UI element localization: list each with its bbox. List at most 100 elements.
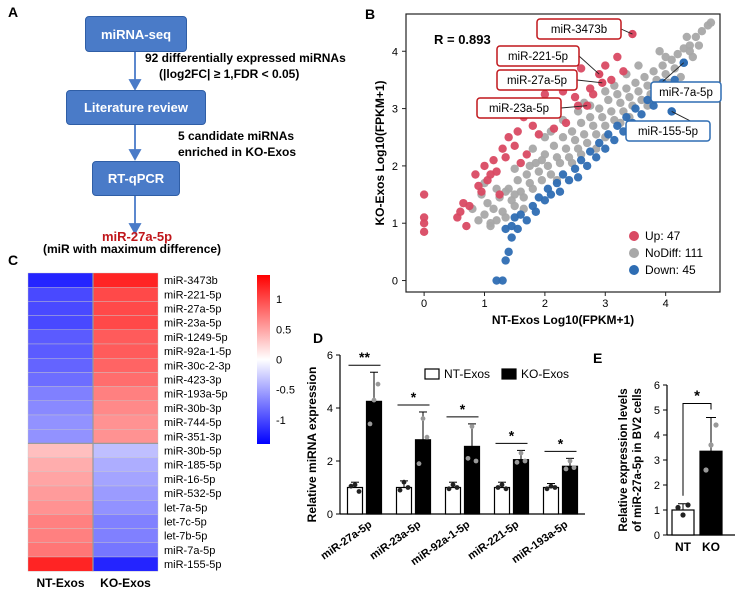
legend-marker-ko (501, 368, 517, 380)
scatter-point-nodiff (673, 49, 682, 59)
scatter-point-nodiff (631, 78, 640, 87)
point-label: miR-221-5p (508, 51, 568, 63)
scatter-point-nodiff (592, 130, 601, 139)
flow-box-literature-review: Literature review (66, 90, 206, 125)
heatmap-row-label: miR-532-5p (164, 488, 221, 500)
scatter-point-down (522, 216, 531, 225)
heatmap-cell (27, 500, 94, 515)
scatter-point-nodiff (685, 47, 695, 56)
point-label: miR-27a-5p (507, 75, 567, 87)
scatter-point-nodiff (549, 141, 559, 151)
y-tick-label: 4 (392, 46, 398, 58)
data-point (703, 467, 709, 473)
bar-ko (699, 450, 723, 536)
heatmap-cell (27, 556, 94, 572)
heatmap-cell (27, 386, 94, 402)
x-tick-label: 3 (602, 298, 608, 310)
data-point (465, 455, 471, 461)
scatter-point-nodiff (510, 190, 519, 199)
scatter-point-down (592, 153, 601, 162)
panel-c-heatmap: miR-3473b miR-221-5p miR-27a-5p miR-23a-5p m… (27, 272, 295, 589)
label-leader-line (578, 55, 600, 75)
scatter-point-down (540, 196, 550, 205)
scatter-point-nodiff (598, 112, 607, 122)
scatter-point-nodiff (601, 87, 610, 96)
scatter-point-nodiff (607, 107, 616, 116)
heatmap-cell (27, 528, 94, 543)
scatter-point-down (558, 170, 568, 179)
bar-ko (414, 439, 432, 515)
scatter-point-up (498, 144, 507, 153)
scatter-point-up (513, 127, 522, 136)
label-box (536, 18, 622, 40)
x-tick-label: 2 (542, 298, 548, 310)
y-tick-label: 2 (327, 456, 333, 468)
panel-label-c: C (8, 252, 19, 268)
heatmap-cell (92, 556, 159, 572)
data-point (499, 482, 505, 488)
colorbar-tick-label: 1 (276, 294, 282, 306)
scatter-point-nodiff (579, 130, 589, 139)
scatter-point-up (613, 52, 622, 62)
panel-label-a: A (8, 4, 19, 20)
y-axis-label-line2: of miR-27a-5p in BV2 cells (632, 388, 644, 532)
heatmap-cell (92, 457, 159, 473)
heatmap-row-label: let-7a-5p (164, 502, 207, 514)
scatter-point-up (576, 64, 586, 73)
y-tick-label: 6 (327, 350, 333, 362)
heatmap-row-label: miR-221-5p (164, 289, 221, 301)
heatmap-cell (92, 471, 159, 487)
legend-marker (629, 248, 639, 258)
panel-e-bar-chart: 0 1 2 3 4 5 6 Relative expression levels of miR-… (618, 380, 735, 554)
scatter-point-down (631, 104, 640, 113)
scatter-point-down (507, 233, 516, 242)
data-point (367, 421, 373, 427)
heatmap-cell (27, 429, 94, 444)
scatter-point-nodiff (537, 176, 547, 185)
bar-ko (561, 465, 579, 515)
legend-label-ko: KO-Exos (521, 367, 569, 381)
heatmap-cell (92, 386, 159, 402)
scatter-point-up (522, 150, 531, 159)
x-tick-label: KO (702, 540, 720, 554)
heatmap-column-label: NT-Exos (36, 576, 84, 589)
data-point (397, 487, 403, 493)
scatter-point-nodiff (528, 144, 538, 153)
heatmap-cell (27, 358, 94, 373)
scatter-point-nodiff (537, 155, 547, 165)
heatmap-cell (92, 400, 159, 416)
data-point (552, 485, 558, 490)
heatmap-row-label: miR-193a-5p (164, 389, 228, 401)
y-tick-label: 3 (654, 455, 660, 467)
data-point (454, 485, 460, 490)
scatter-point-nodiff (637, 95, 646, 105)
x-tick-label: 0 (421, 298, 427, 310)
label-box (496, 69, 578, 91)
heatmap-row-label: miR-155-5p (164, 559, 221, 571)
scatter-point-nodiff (474, 216, 483, 225)
scatter-point-down (601, 144, 610, 153)
heatmap-row-label: miR-27a-5p (164, 304, 221, 316)
panel-label-e: E (593, 350, 603, 366)
data-point (548, 483, 554, 489)
heatmap-row-label: miR-185-5p (164, 460, 221, 472)
scatter-point-down (504, 247, 513, 257)
data-point (495, 485, 501, 490)
point-label: miR-23a-5p (489, 103, 549, 115)
legend-label: NoDiff: 111 (645, 246, 703, 260)
scatter-point-nodiff (670, 64, 679, 73)
scatter-point-nodiff (625, 92, 634, 102)
scatter-point-down (498, 276, 507, 285)
scatter-point-down (546, 190, 556, 199)
scatter-point-nodiff (634, 87, 643, 96)
scatter-point-nodiff (570, 135, 580, 145)
y-tick-label: 0 (392, 276, 398, 288)
heatmap-row-label: miR-3473b (164, 275, 218, 287)
legend-marker-nt (424, 368, 440, 380)
y-axis-label: Relative miRNA expression (305, 367, 319, 523)
flow-arrows (128, 52, 142, 235)
bar-nt (542, 486, 560, 515)
heatmap-cell (92, 287, 159, 302)
scatter-point-down (643, 95, 652, 105)
